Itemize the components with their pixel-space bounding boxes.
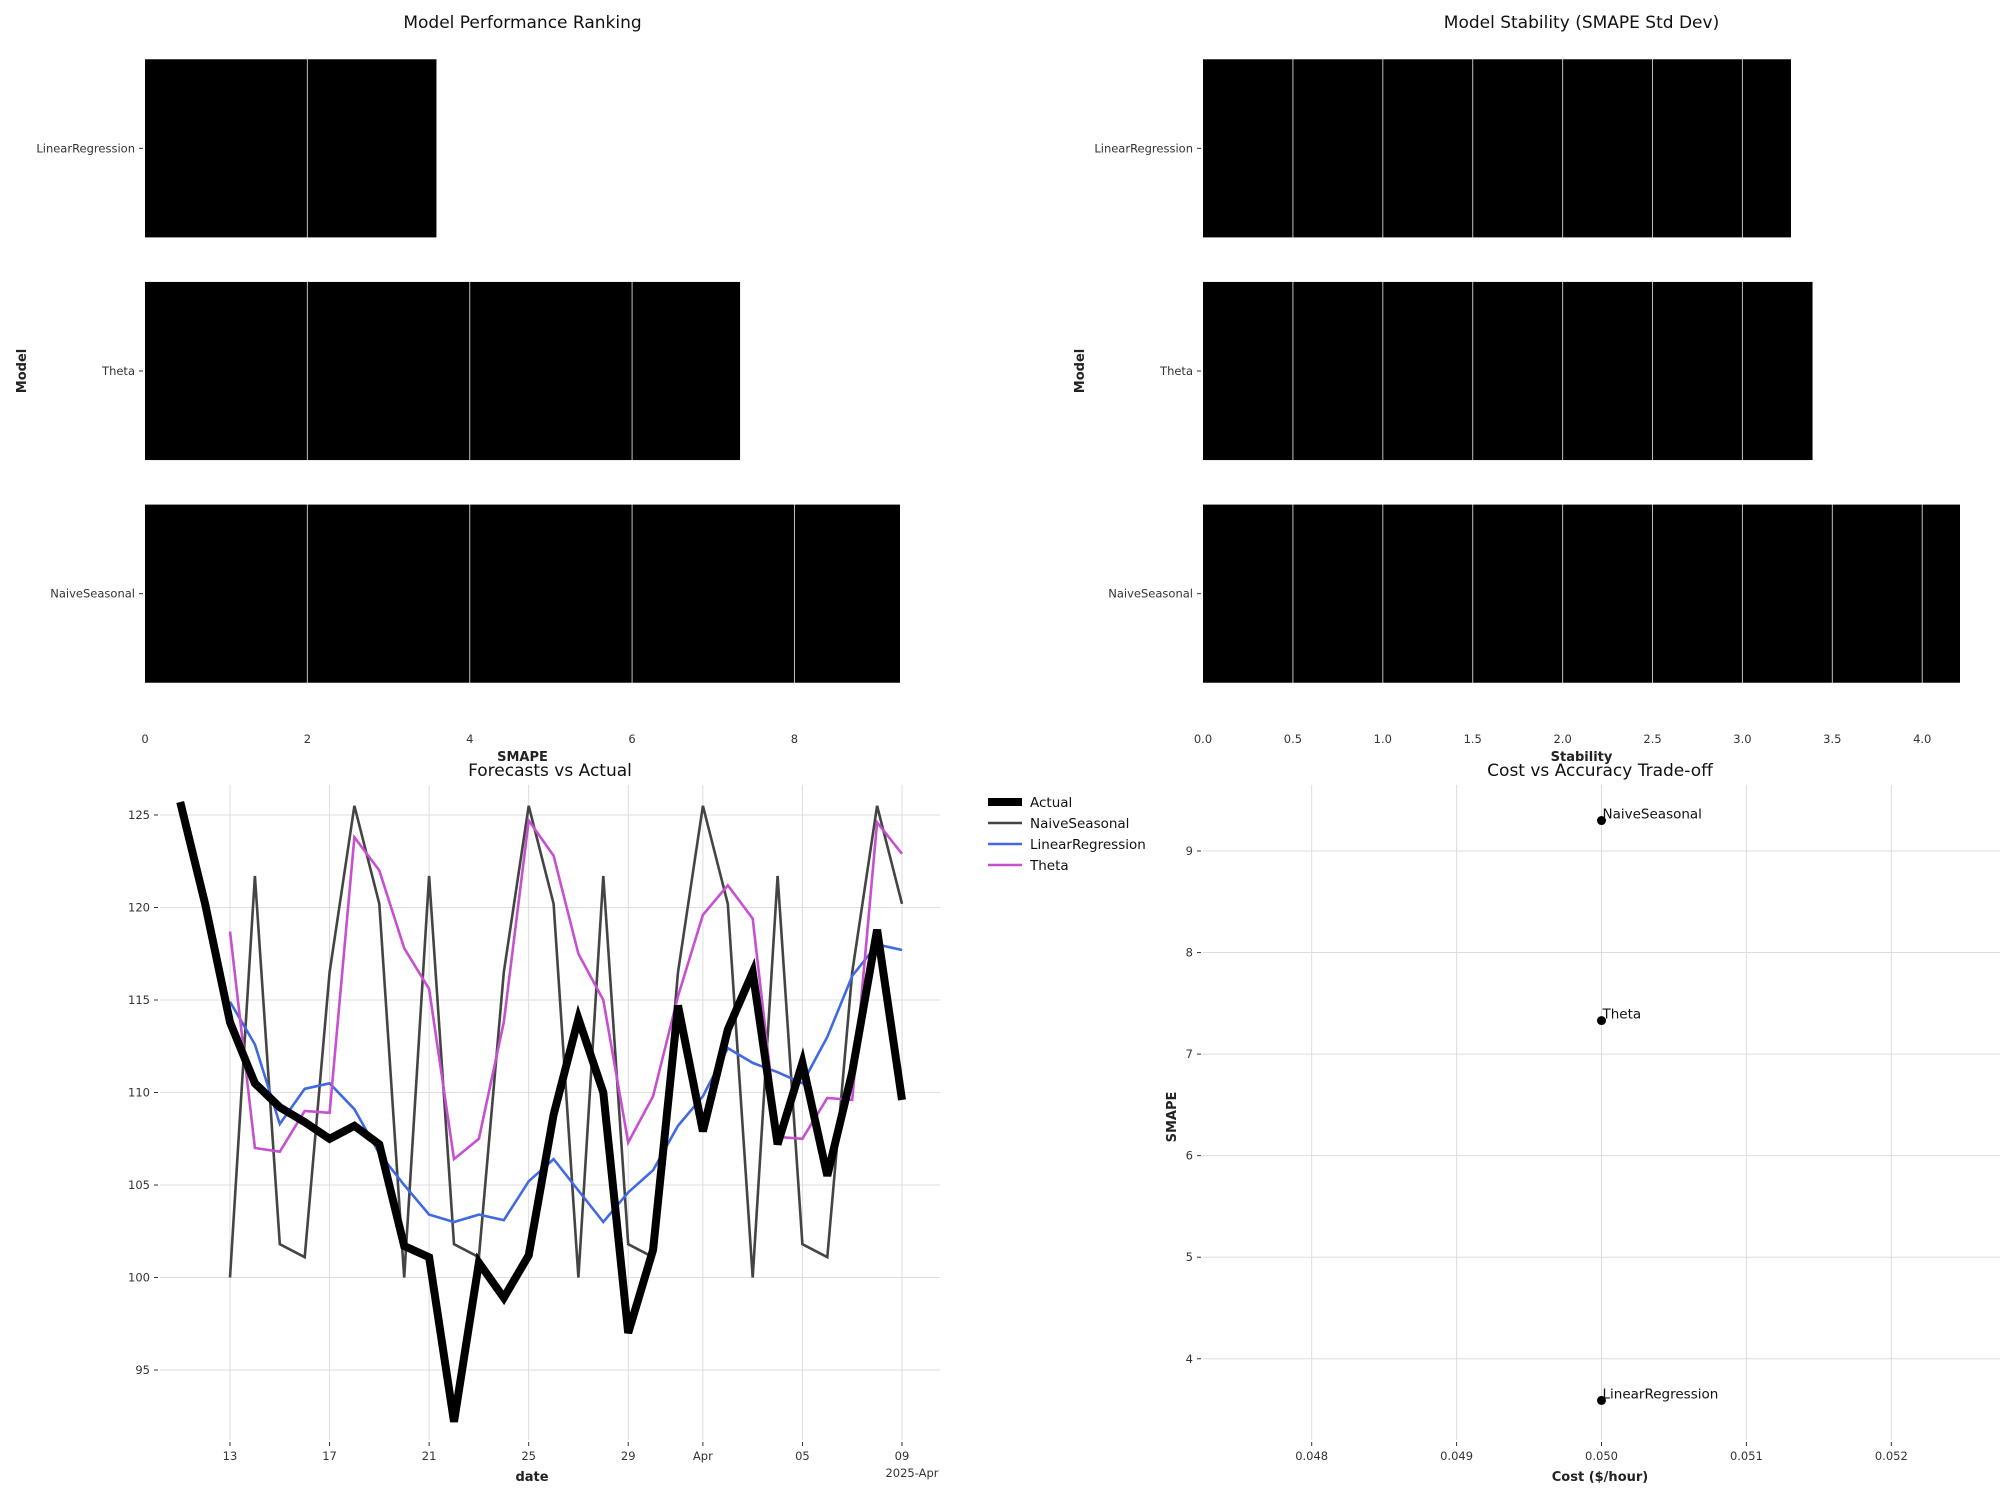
- x-axis-label: date: [515, 1470, 548, 1485]
- x-tick-label: 13: [223, 1449, 238, 1463]
- y-axis-label: Model: [1073, 349, 1088, 393]
- x-tick-label: 21: [422, 1449, 437, 1463]
- category-label: NaiveSeasonal: [1108, 587, 1193, 601]
- chart-title: Model Stability (SMAPE Std Dev): [1444, 13, 1719, 33]
- x-axis-label: Cost ($/hour): [1552, 1470, 1648, 1485]
- x-tick-label: 6: [628, 732, 635, 746]
- series-line-Theta: [228, 817, 904, 1162]
- x-tick-label: 17: [322, 1449, 337, 1463]
- category-label: Theta: [101, 364, 135, 378]
- x-tick-label: 2.5: [1643, 732, 1661, 746]
- bar-chart-0: LinearRegression Theta NaiveSeasonal 0 2 4 6 8 M…: [15, 13, 900, 765]
- x-tick-label: 2: [304, 732, 311, 746]
- y-tick-label: 7: [1186, 1047, 1193, 1061]
- bar-chart-1: LinearRegression Theta NaiveSeasonal 0.0 0.5…: [1073, 13, 1960, 765]
- x-tick-label: Apr: [693, 1449, 713, 1463]
- y-tick-label: 125: [128, 808, 150, 822]
- x-tick-label: 4.0: [1913, 732, 1931, 746]
- bar: [1203, 59, 1791, 238]
- y-tick-label: 4: [1186, 1352, 1193, 1366]
- scatter-point: [1597, 816, 1606, 826]
- x-tick-label: 1.0: [1374, 732, 1392, 746]
- category-label: Theta: [1159, 364, 1193, 378]
- point-annotation: NaiveSeasonal: [1603, 807, 1702, 823]
- x-tick-label: 25: [521, 1449, 536, 1463]
- x-tick-label: 4: [466, 732, 473, 746]
- x-tick-label: 0: [141, 732, 148, 746]
- category-label: LinearRegression: [1094, 141, 1193, 155]
- x-tick-label: 1.5: [1464, 732, 1482, 746]
- bar: [145, 504, 900, 683]
- y-tick-label: 120: [128, 901, 150, 915]
- chart-title: Cost vs Accuracy Trade-off: [1487, 761, 1714, 781]
- x-tick-sublabel: 2025-Apr: [885, 1466, 938, 1480]
- x-tick-label: 3.0: [1733, 732, 1751, 746]
- y-axis-label: SMAPE: [1165, 1092, 1180, 1143]
- y-tick-label: 110: [128, 1086, 150, 1100]
- chart-title: Model Performance Ranking: [403, 13, 641, 33]
- x-axis-label: Stability: [1551, 750, 1613, 765]
- point-annotation: Theta: [1602, 1007, 1642, 1023]
- bar: [145, 281, 741, 461]
- x-tick-label: 3.5: [1823, 732, 1841, 746]
- series-line-LinearRegression: [228, 943, 903, 1225]
- x-tick-label: 8: [791, 732, 798, 746]
- x-tick-label: 05: [795, 1449, 810, 1463]
- x-tick-label: 2.0: [1553, 732, 1571, 746]
- x-tick-label: 0.049: [1440, 1449, 1473, 1463]
- category-label: NaiveSeasonal: [50, 587, 135, 601]
- chart-title: Forecasts vs Actual: [468, 761, 632, 781]
- x-axis-label: SMAPE: [497, 750, 548, 765]
- y-tick-label: 8: [1186, 946, 1193, 960]
- bar: [145, 59, 437, 238]
- legend-label: NaiveSeasonal: [1030, 816, 1129, 832]
- line-chart: 95 100 105 110 115 120 125 13 17 21 25 29 Apr 05 09 202…: [128, 761, 1146, 1485]
- x-tick-label: 29: [621, 1449, 636, 1463]
- x-tick-label: 0.052: [1875, 1449, 1908, 1463]
- point-annotation: LinearRegression: [1603, 1386, 1719, 1402]
- x-tick-label: 0.5: [1284, 732, 1302, 746]
- x-tick-label: 0.0: [1194, 732, 1212, 746]
- legend-label: Actual: [1030, 795, 1072, 811]
- legend-label: Theta: [1029, 858, 1069, 874]
- x-tick-label: 0.048: [1295, 1449, 1328, 1463]
- scatter-chart: 4 5 6 7 8 9 0.048 0.049 0.050 0.051 0.052 NaiveSeas…: [1165, 761, 2000, 1485]
- x-tick-label: 09: [895, 1449, 910, 1463]
- scatter-point: [1597, 1016, 1606, 1026]
- series-line-Actual: [176, 801, 906, 1423]
- scatter-point: [1597, 1395, 1606, 1405]
- bar: [1203, 504, 1960, 683]
- y-tick-label: 100: [128, 1271, 150, 1285]
- bar: [1203, 281, 1813, 461]
- series-line-NaiveSeasonal: [228, 805, 904, 1278]
- x-tick-label: 0.050: [1585, 1449, 1618, 1463]
- y-tick-label: 9: [1186, 844, 1193, 858]
- y-tick-label: 5: [1186, 1250, 1193, 1264]
- legend: Actual NaiveSeasonal LinearRegression Theta: [988, 795, 1146, 874]
- x-tick-label: 0.051: [1730, 1449, 1763, 1463]
- y-tick-label: 105: [128, 1178, 150, 1192]
- y-tick-label: 115: [128, 993, 150, 1007]
- category-label: LinearRegression: [36, 141, 135, 155]
- y-tick-label: 6: [1186, 1149, 1193, 1163]
- y-tick-label: 95: [135, 1363, 150, 1377]
- legend-label: LinearRegression: [1030, 837, 1146, 853]
- y-axis-label: Model: [15, 349, 30, 393]
